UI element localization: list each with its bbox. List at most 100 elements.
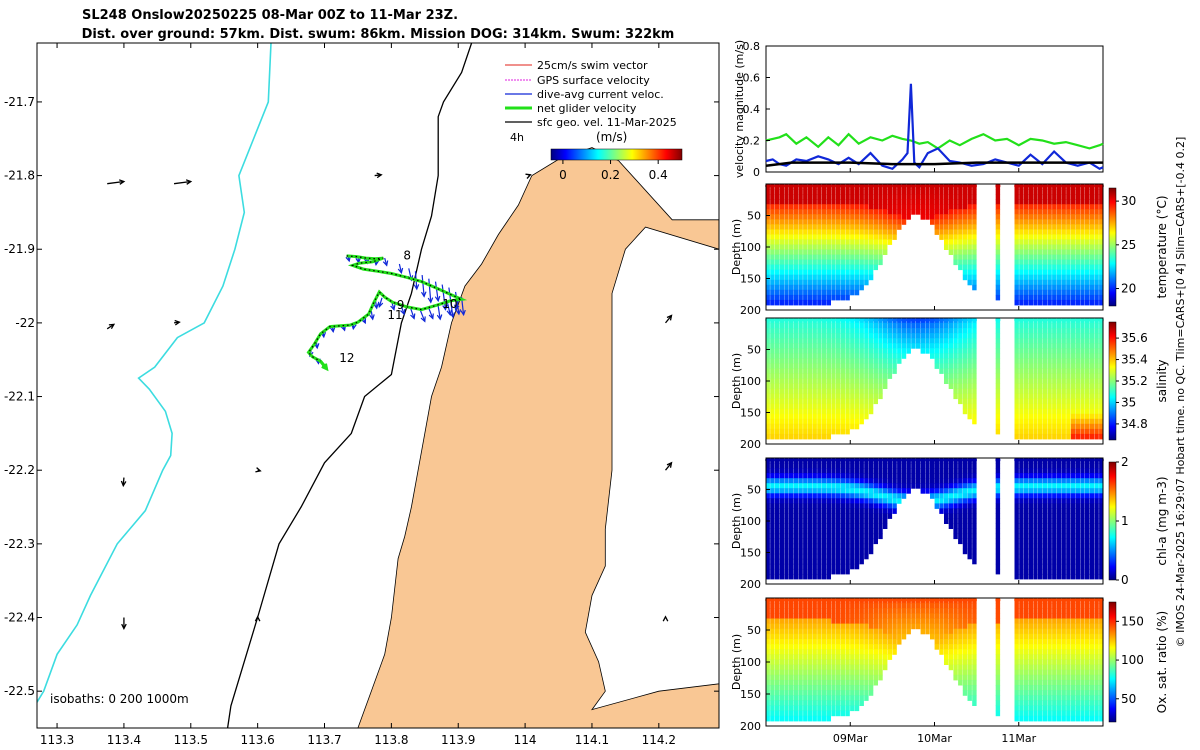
geo-arrow	[525, 173, 532, 179]
surface-geostrophic-arrows	[106, 172, 673, 631]
surface-dot	[892, 457, 898, 463]
profile	[1094, 457, 1100, 580]
profile	[878, 183, 883, 266]
surface-dot	[769, 457, 775, 463]
surface-dot	[1061, 597, 1067, 603]
profile	[896, 457, 902, 504]
profile	[840, 183, 846, 301]
profile	[802, 597, 808, 722]
profile	[939, 183, 944, 240]
surface-dot	[1047, 183, 1053, 189]
surface-dot	[971, 317, 977, 323]
profile	[798, 457, 804, 580]
profile	[788, 457, 794, 580]
profile	[887, 597, 893, 660]
side-note: © IMOS 24-Mar-2025 16:29:07 Hobart time.…	[1174, 137, 1187, 648]
map-y-tick-label: -22.1	[4, 390, 35, 404]
profile	[939, 597, 944, 655]
profile	[812, 183, 818, 306]
surface-dot	[769, 597, 775, 603]
profile	[1084, 183, 1090, 306]
profile	[1047, 457, 1053, 580]
profile	[962, 457, 968, 555]
profile	[793, 597, 799, 722]
profile	[882, 457, 888, 529]
profile	[1089, 597, 1095, 722]
glider-track-points	[307, 255, 464, 369]
profile	[854, 457, 860, 570]
surface-dot	[812, 457, 818, 463]
surface-dot	[835, 597, 841, 603]
geo-arrow	[106, 323, 116, 330]
geo-arrow	[121, 617, 127, 631]
surface-dot	[882, 317, 888, 323]
dac-arrow	[397, 263, 404, 275]
velocity-y-axis: 0 0.2 0.4 0.6 0.8	[743, 40, 1020, 179]
profile	[1061, 597, 1067, 722]
profile	[868, 457, 874, 555]
profile	[821, 457, 827, 580]
profile	[1023, 597, 1029, 722]
profile	[840, 457, 846, 575]
profile	[901, 317, 907, 359]
dac-arrow	[427, 278, 434, 304]
section-colorbar-tick-label: 100	[1121, 653, 1144, 667]
surface-dot	[953, 317, 959, 323]
surface-dot	[967, 183, 973, 189]
profile	[769, 317, 775, 440]
dac-arrow	[420, 274, 427, 298]
surface-dot	[971, 597, 977, 603]
surface-dot	[953, 183, 959, 189]
profile	[948, 597, 954, 671]
surface-dot	[1014, 183, 1020, 189]
surface-dot	[1094, 317, 1100, 323]
profile	[995, 317, 1001, 435]
profile	[769, 183, 775, 306]
section-ylabel: Depth (m)	[730, 634, 743, 690]
surface-dot	[925, 317, 930, 323]
surface-dot	[920, 183, 926, 189]
surface-dot	[793, 183, 799, 189]
profile	[925, 183, 930, 220]
profile	[929, 183, 935, 225]
section-colorbar	[1108, 187, 1117, 307]
velocity-panel: 0 0.2 0.4 0.6 0.8 velocity magnitude (m/s)	[733, 40, 1104, 179]
profile	[1023, 317, 1029, 440]
profile	[1098, 183, 1104, 306]
profile	[779, 457, 785, 580]
surface-dot	[896, 183, 902, 189]
salinity-section: 50 100 150 200 Depth (m) 34.8 35 35.2 35.4 35.6 sa…	[730, 317, 1169, 451]
profile	[784, 597, 789, 722]
profile	[798, 317, 804, 440]
profile	[953, 183, 959, 266]
section-y-tick-label: 200	[740, 438, 761, 451]
profile	[934, 183, 940, 235]
map-y-tick-label: -22	[15, 316, 35, 330]
surface-dot	[863, 317, 869, 323]
surface-dot	[1033, 597, 1038, 603]
surface-dot	[840, 597, 846, 603]
dac-arrow	[436, 305, 443, 321]
surface-dot	[1042, 183, 1048, 189]
profile	[1080, 597, 1085, 722]
surface-dot	[962, 183, 968, 189]
surface-dot	[868, 457, 874, 463]
surface-dot	[925, 457, 930, 463]
section-time-axis: 09Mar 10Mar 11Mar	[833, 732, 1037, 745]
profile	[943, 597, 949, 665]
surface-dot	[1042, 597, 1048, 603]
profile	[1042, 183, 1048, 306]
offshore-coastline	[37, 43, 272, 703]
surface-dot	[868, 597, 874, 603]
surface-dot	[1042, 317, 1048, 323]
profile	[1033, 597, 1038, 722]
profile	[826, 597, 832, 722]
surface-dot	[1075, 457, 1081, 463]
profile	[901, 183, 907, 225]
profile	[854, 183, 860, 296]
map-y-tick-label: -21.9	[4, 242, 35, 256]
surface-dot	[887, 317, 893, 323]
surface-dot	[1047, 597, 1053, 603]
profile	[784, 317, 789, 440]
geo-arrow	[173, 179, 193, 185]
